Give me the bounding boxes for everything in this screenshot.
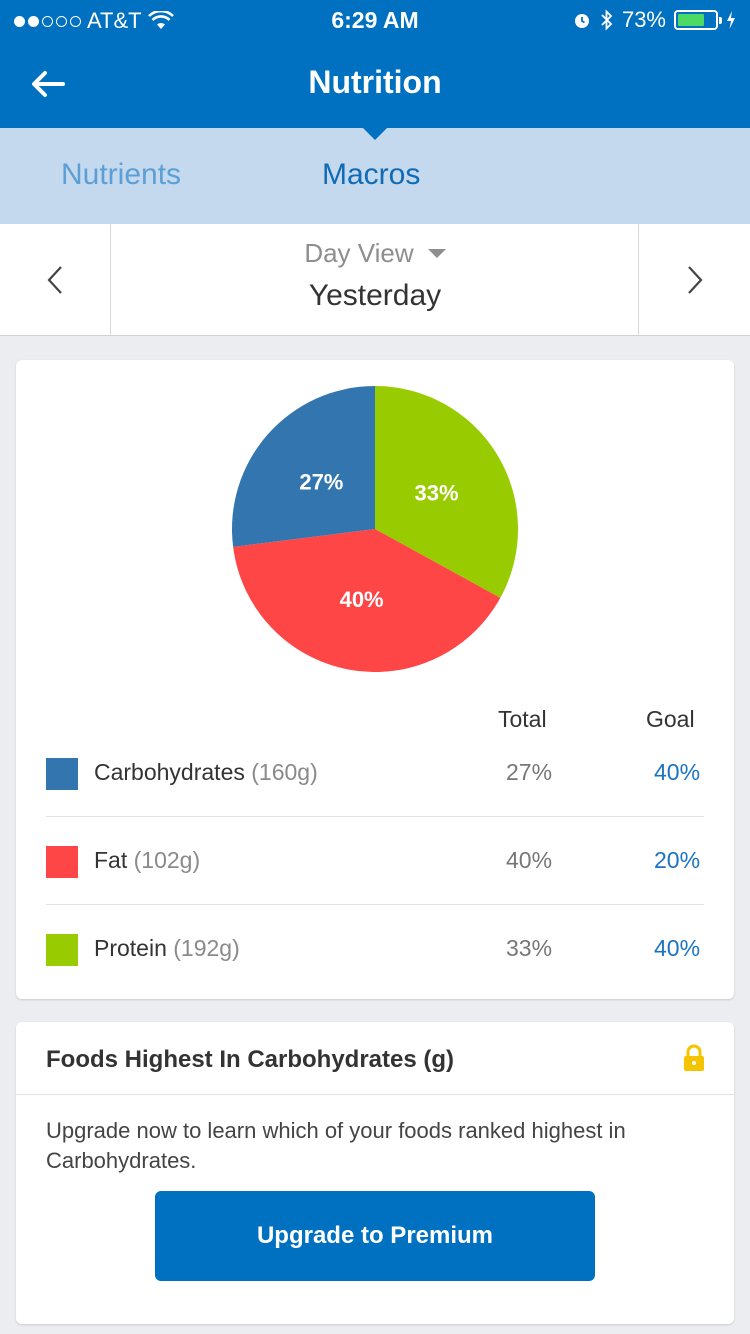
macro-row-carbohydrates: Carbohydrates (160g) 27% 40% [46, 729, 704, 817]
upgrade-to-premium-button[interactable]: Upgrade to Premium [155, 1191, 595, 1281]
divider [638, 224, 639, 336]
macro-grams: (102g) [133, 847, 201, 873]
pie-label-protein: 33% [415, 481, 459, 506]
pie-label-fat: 40% [340, 587, 384, 612]
foods-card-title: Foods Highest In Carbohydrates (g) [46, 1046, 455, 1073]
battery-percent: 73% [621, 7, 666, 32]
macro-total: 27% [506, 759, 553, 785]
previous-day-button[interactable] [0, 224, 110, 336]
macro-row-protein: Protein (192g) 33% 40% [46, 905, 704, 993]
carbohydrates-color-swatch [46, 758, 78, 790]
pie-slice-carbohydrates [232, 386, 375, 547]
chevron-left-icon [47, 266, 62, 294]
fat-color-swatch [46, 846, 78, 878]
status-left: AT&T [14, 8, 174, 34]
battery-icon [674, 10, 722, 30]
wifi-icon [147, 11, 174, 29]
date-navigator: Day View Yesterday [0, 224, 750, 336]
active-tab-indicator [363, 128, 387, 140]
macro-name: Fat [94, 847, 128, 873]
macros-card: 33% 40% 27% Total Goal Carbohydrates (160g… [16, 360, 734, 999]
divider [110, 224, 111, 336]
macro-goal: 20% [654, 847, 701, 873]
status-right: 73% [572, 7, 736, 33]
status-bar: AT&T 6:29 AM 73% [0, 0, 750, 40]
alarm-icon [574, 14, 589, 28]
day-view-label: Day View [304, 238, 414, 268]
tab-nutrients[interactable]: Nutrients [61, 158, 182, 191]
bluetooth-icon [601, 9, 613, 31]
macros-pie-chart: 33% 40% 27% [232, 386, 518, 672]
upgrade-message: Upgrade now to learn which of your foods… [46, 1118, 626, 1173]
next-day-button[interactable] [640, 224, 750, 336]
signal-strength-icon [14, 15, 81, 27]
status-time: 6:29 AM [331, 7, 419, 33]
macro-row-fat: Fat (102g) 40% 20% [46, 817, 704, 905]
macro-goal: 40% [654, 935, 701, 961]
page-title: Nutrition [308, 64, 442, 100]
carrier-name: AT&T [87, 8, 142, 33]
total-column-header: Total [498, 706, 547, 732]
macro-goal: 40% [654, 759, 701, 785]
macro-total: 40% [506, 847, 553, 873]
pie-label-carbohydrates: 27% [299, 470, 343, 495]
selected-date: Yesterday [308, 279, 442, 312]
day-view-selector[interactable]: Day View Yesterday [111, 224, 639, 336]
pie-slice-protein [375, 386, 518, 598]
tab-macros[interactable]: Macros [322, 158, 421, 191]
protein-color-swatch [46, 934, 78, 966]
macro-total: 33% [506, 935, 553, 961]
back-button[interactable] [24, 62, 72, 106]
macro-name: Protein [94, 935, 167, 961]
tab-bar: Nutrients Macros [0, 128, 750, 224]
divider [16, 1094, 734, 1095]
foods-highest-card: Foods Highest In Carbohydrates (g) Upgra… [16, 1022, 734, 1324]
lock-icon [684, 1044, 704, 1071]
chevron-right-icon [688, 266, 703, 294]
arrow-left-icon [32, 71, 65, 97]
nav-bar: Nutrition [0, 40, 750, 128]
macro-name: Carbohydrates [94, 759, 245, 785]
caret-down-icon [427, 249, 446, 258]
macro-grams: (192g) [173, 935, 240, 961]
charging-icon [727, 11, 735, 29]
pie-svg: 33% 40% 27% [232, 386, 518, 672]
goal-column-header: Goal [646, 706, 695, 732]
macro-grams: (160g) [251, 759, 318, 785]
pie-slice-fat [233, 529, 501, 672]
